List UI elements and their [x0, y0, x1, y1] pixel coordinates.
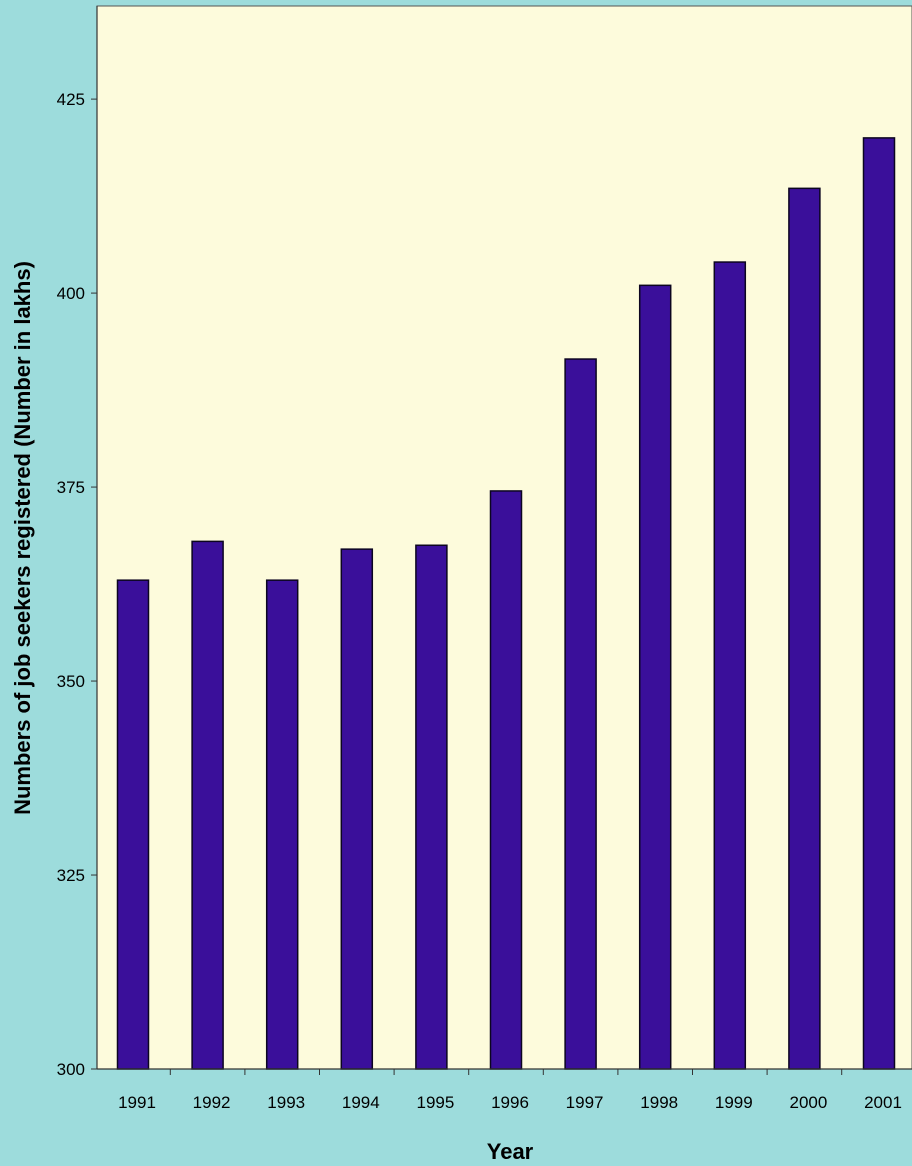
x-tick-label: 1996 [491, 1093, 529, 1112]
x-tick-label: 1997 [566, 1093, 604, 1112]
bar-1995 [415, 544, 448, 1070]
x-tick-label: 1991 [118, 1093, 156, 1112]
bars [116, 137, 896, 1070]
x-tick-label: 1994 [342, 1093, 380, 1112]
x-tick-label: 1998 [640, 1093, 678, 1112]
y-tick-label: 300 [57, 1060, 85, 1079]
y-tick-label: 400 [57, 284, 85, 303]
y-tick-label: 425 [57, 90, 85, 109]
bar-1991 [116, 579, 150, 1070]
x-tick-label: 2000 [789, 1093, 827, 1112]
bar-2001 [862, 137, 896, 1070]
x-tick-label: 1995 [416, 1093, 454, 1112]
y-axis-label: Numbers of job seekers registered (Numbe… [10, 261, 35, 815]
bar-1994 [340, 548, 374, 1070]
bar-1996 [489, 490, 523, 1070]
x-axis-label: Year [487, 1139, 534, 1164]
y-tick-label: 375 [57, 478, 85, 497]
bar-1999 [713, 261, 747, 1070]
x-tick-label: 1999 [715, 1093, 753, 1112]
bar-1992 [191, 540, 224, 1070]
y-axis-ticks: 300 325 350 375 400 425 [57, 90, 97, 1079]
x-axis-ticks: 1991 1992 1993 1994 1995 1996 1997 1998 1999 2000… [118, 1069, 902, 1112]
bar-1993 [265, 579, 299, 1070]
bar-1998 [638, 284, 672, 1070]
y-tick-label: 325 [57, 866, 85, 885]
x-tick-label: 1993 [267, 1093, 305, 1112]
bar-2000 [788, 187, 821, 1070]
y-tick-label: 350 [57, 672, 85, 691]
bar-1997 [564, 358, 597, 1070]
x-tick-label: 2001 [864, 1093, 902, 1112]
x-tick-label: 1992 [193, 1093, 231, 1112]
